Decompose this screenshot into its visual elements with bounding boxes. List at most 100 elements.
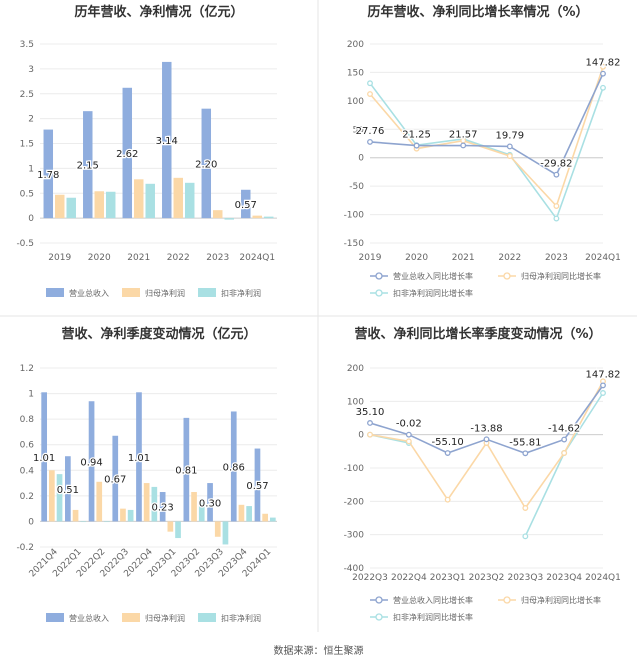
series-line [369,66,604,208]
data-point [600,390,606,396]
y-tick-label: 0 [28,214,34,224]
data-label: 0.23 [152,503,174,514]
data-point [367,91,373,97]
data-point [561,450,568,456]
bar [65,456,71,522]
data-point [367,431,373,438]
legend-marker [375,613,383,621]
legend-swatch [122,613,140,622]
bar [252,215,262,219]
y-tick-label: -200 [344,497,365,507]
bar [230,411,237,522]
y-tick-label: 0 [28,517,34,527]
data-label: 0.86 [223,462,245,473]
x-tick-label: 2023Q3 [507,573,543,583]
bar [56,474,63,522]
legend-label: 归母净利润 [145,288,185,298]
data-point [405,438,412,445]
legend-label: 归母净利润 [145,613,185,623]
x-tick-label: 2019 [359,253,382,263]
legend-swatch [46,288,64,297]
bar [263,216,274,219]
legend-label: 扣非净利润 [221,613,261,623]
legend-swatch [122,288,140,297]
data-point [506,153,513,159]
bar [241,189,251,219]
data-label: 0.57 [235,200,257,211]
bar [41,392,48,522]
data-point [553,203,560,209]
bar [201,108,212,219]
x-tick-label: 2024Q1 [585,573,621,583]
data-point [506,143,513,150]
bar [49,470,55,522]
y-tick-label: 2.5 [20,90,34,100]
data-label: -29.82 [540,159,572,170]
bar [207,483,213,522]
bar [198,502,205,522]
x-tick-label: 2023 [545,253,568,263]
legend-marker [375,596,383,604]
bar [238,504,245,522]
y-tick-label: 3 [28,65,34,75]
y-tick-label: 1.5 [20,140,34,150]
y-tick-label: 0 [358,431,364,441]
bar [175,521,181,539]
legend-swatch [46,613,64,622]
legend-label: 营业总收入 [69,613,109,623]
legend-swatch [198,613,216,622]
y-tick-label: -50 [349,182,364,192]
chart-title: 历年营收、净利情况（亿元） [74,4,243,20]
bar [262,513,268,522]
data-label: 1.01 [33,453,55,464]
data-label: 147.82 [586,369,621,380]
data-label: -13.88 [470,423,502,434]
bar [167,521,174,532]
series-line [369,73,604,176]
data-label: 0.30 [199,498,221,509]
bar [112,435,119,522]
data-point [444,450,451,456]
chart-title: 历年营收、净利同比增长率情况（%） [367,4,588,20]
data-point [600,63,606,70]
bar [269,517,276,522]
bar [143,483,150,522]
data-label: -14.62 [548,424,580,435]
data-label: 0.67 [104,475,126,486]
data-label: -0.02 [396,419,422,430]
y-tick-label: 1.2 [20,364,34,374]
bar [96,481,103,522]
bar [88,401,95,522]
bar [72,509,79,522]
data-point [405,431,412,438]
y-tick-label: -300 [344,531,365,541]
y-tick-label: 50 [353,125,365,135]
x-tick-label: 2022Q3 [352,573,388,583]
legend-label: 归母净利润同比增长率 [521,271,601,281]
y-tick-label: -0.2 [16,543,34,553]
y-tick-label: 0.4 [20,466,35,476]
legend-label: 营业总收入同比增长率 [393,595,473,605]
y-tick-label: 0.6 [20,441,35,451]
bar [94,191,104,219]
y-tick-label: 1 [28,390,34,400]
y-tick-label: 100 [347,97,364,107]
bar [162,61,172,219]
x-tick-label: 2020 [405,253,428,263]
data-point [413,142,420,149]
legend-label: 归母净利润同比增长率 [521,595,601,605]
data-label: 2.15 [77,161,99,172]
data-label: -55.81 [509,437,541,448]
data-label: 0.51 [57,485,79,496]
data-point [553,215,560,222]
bar [222,521,229,545]
bar [127,509,134,522]
data-point [553,171,560,178]
data-label: 0.81 [175,466,197,477]
data-label: 147.82 [586,58,621,69]
bar [55,194,65,219]
source-note: 数据来源：恒生聚源 [273,646,364,657]
data-label: 21.25 [402,130,431,141]
data-point [444,496,451,503]
